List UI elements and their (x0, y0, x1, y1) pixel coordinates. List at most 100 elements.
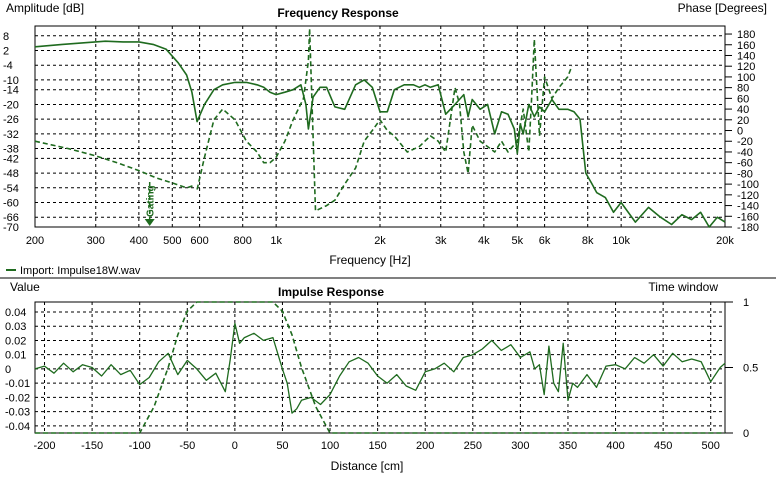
impulse-traces (34, 301, 726, 434)
frequency-plot-area[interactable] (34, 25, 726, 228)
distance-tick-label: 450 (654, 440, 672, 452)
time-window-axis: 10.50 (725, 297, 758, 440)
frequency-traces (34, 27, 726, 228)
amplitude-tick-label: -54 (3, 183, 19, 195)
value-axis: 0.04 0.03 0.02 0.01 0 -0.01 -0.02 -0.03 -0.04 (5, 307, 30, 433)
distance-axis: -200 -150 -100 -50 0 50 100 150 200 250 300 350 400 4… (34, 440, 720, 452)
phase-tick-label: -120 (737, 190, 759, 202)
frequency-tick-label: 8k (582, 235, 594, 247)
value-tick-label: -0.03 (5, 407, 30, 419)
value-tick-label: 0.02 (5, 335, 26, 347)
frequency-tick-label: 200 (26, 235, 44, 247)
gating-marker[interactable]: Gating (144, 182, 157, 226)
amplitude-tick-label: -60 (3, 197, 19, 209)
distance-tick-label: -150 (81, 440, 103, 452)
amplitude-tick-label: -20 (3, 99, 19, 111)
frequency-tick-label: 800 (234, 235, 252, 247)
frequency-tick-label: 10k (612, 235, 630, 247)
phase-tick-label: -80 (737, 168, 753, 180)
amplitude-tick-label: -26 (3, 114, 19, 126)
frequency-tick-label: 600 (190, 235, 208, 247)
phase-tick-label: 80 (737, 83, 749, 95)
phase-trace (196, 27, 573, 212)
amplitude-tick-label: -4 (3, 60, 13, 72)
phase-tick-label: -100 (737, 179, 759, 191)
time-window-tick-label: 0 (743, 428, 749, 440)
phase-tick-label: -160 (737, 211, 759, 223)
impulse-trace (34, 322, 726, 414)
amplitude-tick-label: -14 (3, 85, 19, 97)
phase-tick-label: 160 (737, 40, 755, 52)
frequency-chart-title: Frequency Response (277, 6, 399, 20)
frequency-tick-label: 500 (163, 235, 181, 247)
frequency-tick-label: 300 (87, 235, 105, 247)
frequency-axis-label: Frequency [Hz] (329, 253, 410, 267)
phase-axis-label: Phase [Degrees] (678, 1, 767, 15)
frequency-grid (34, 26, 726, 228)
distance-axis-label: Distance [cm] (331, 459, 404, 473)
distance-tick-label: -50 (179, 440, 195, 452)
amplitude-tick-label: -42 (3, 153, 19, 165)
amplitude-trace (34, 40, 726, 228)
amplitude-tick-label: -70 (3, 222, 19, 234)
phase-tick-label: -40 (737, 147, 753, 159)
phase-tick-label: 0 (737, 126, 743, 138)
distance-tick-label: 200 (416, 440, 434, 452)
amplitude-tick-label: -66 (3, 212, 19, 224)
time-window-tick-label: 0.5 (743, 363, 758, 375)
distance-tick-label: 0 (232, 440, 238, 452)
frequency-tick-label: 3k (435, 235, 447, 247)
amplitude-tick-label: -38 (3, 144, 19, 156)
phase-tick-label: 60 (737, 93, 749, 105)
amplitude-axis: 8 2 -4 -10-14 -20 -26 -32 -38-42 -48 -54 -60 -66-70 (3, 31, 19, 234)
phase-tick-label: 120 (737, 61, 755, 73)
distance-tick-label: -200 (34, 440, 56, 452)
phase-tick-label: -60 (737, 158, 753, 170)
distance-tick-label: 250 (464, 440, 482, 452)
distance-tick-label: 400 (606, 440, 624, 452)
distance-tick-label: 50 (276, 440, 288, 452)
legend-entry[interactable]: Import: Impulse18W.wav (20, 265, 141, 277)
phase-tick-label: 100 (737, 72, 755, 84)
amplitude-tick-label: -10 (3, 75, 19, 87)
value-axis-label: Value (10, 280, 40, 294)
phase-tick-label: 40 (737, 104, 749, 116)
distance-tick-label: 500 (702, 440, 720, 452)
time-window-axis-label: Time window (648, 280, 718, 294)
time-window-tick-label: 1 (743, 297, 749, 309)
distance-tick-label: 100 (321, 440, 339, 452)
distance-tick-label: 350 (559, 440, 577, 452)
amplitude-tick-label: 8 (3, 31, 9, 43)
phase-tick-label: -20 (737, 136, 753, 148)
frequency-tick-label: 400 (130, 235, 148, 247)
frequency-tick-label: 20k (716, 235, 734, 247)
value-tick-label: -0.02 (5, 392, 30, 404)
distance-tick-label: 300 (511, 440, 529, 452)
impulse-chart-title: Impulse Response (278, 285, 384, 299)
distance-tick-label: -100 (129, 440, 151, 452)
amplitude-axis-label: Amplitude [dB] (6, 1, 84, 15)
value-tick-label: -0.01 (5, 378, 30, 390)
value-tick-label: 0.04 (5, 307, 26, 319)
amplitude-tick-label: -48 (3, 168, 19, 180)
value-tick-label: 0.03 (5, 321, 26, 333)
phase-tick-label: 180 (737, 29, 755, 41)
phase-tick-label: 140 (737, 50, 755, 62)
distance-tick-label: 150 (368, 440, 386, 452)
frequency-tick-label: 2k (374, 235, 386, 247)
frequency-tick-label: 6k (539, 235, 551, 247)
gating-marker-label: Gating (146, 185, 157, 217)
frequency-tick-label: 4k (478, 235, 490, 247)
phase-tick-label: -140 (737, 201, 759, 213)
phase-axis: 180160140120100806040200-20-40-60-80-100… (725, 29, 759, 234)
frequency-axis: 200 300 400 500 600 800 1k 2k 3k 4k 5k 6k 8k 10k 20k (26, 235, 735, 247)
gated-amplitude-trace (34, 140, 195, 189)
phase-tick-label: 20 (737, 115, 749, 127)
amplitude-tick-label: 2 (3, 46, 9, 58)
phase-tick-label: -180 (737, 222, 759, 234)
amplitude-tick-label: -32 (3, 129, 19, 141)
impulse-grid (35, 302, 725, 433)
value-tick-label: 0.01 (5, 350, 26, 362)
